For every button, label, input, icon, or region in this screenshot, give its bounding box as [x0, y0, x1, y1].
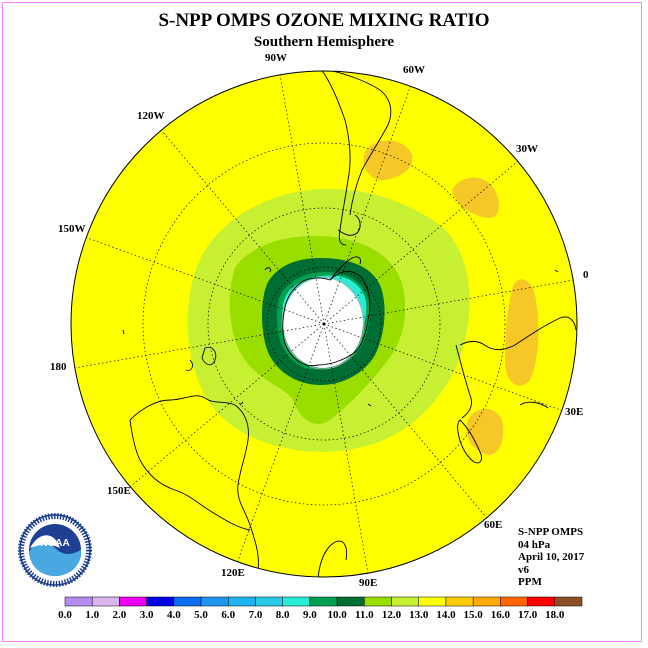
colorbar-label: 12.0	[382, 609, 402, 621]
lon-label-90w: 90W	[265, 52, 287, 64]
colorbar-swatch	[391, 596, 419, 607]
figure-frame	[2, 2, 642, 642]
colorbar-swatch	[445, 596, 474, 607]
noaa-logo-text: NOAA	[40, 538, 69, 549]
colorbar-label: 4.0	[167, 609, 181, 621]
colorbar-label: 10.0	[327, 609, 347, 621]
colorbar-label: 0.0	[58, 609, 72, 621]
lon-label-30e: 30E	[565, 406, 583, 418]
lon-label-150w: 150W	[58, 223, 86, 235]
noaa-logo: NOAA	[18, 513, 92, 587]
colorbar-swatch	[418, 596, 447, 607]
latitude-gridlines	[142, 142, 506, 506]
colorbar-label: 8.0	[276, 609, 290, 621]
coastlines	[122, 71, 577, 577]
ozone-region-orange	[505, 279, 539, 386]
colorbar-swatch	[500, 596, 528, 607]
colorbar-swatch	[309, 596, 338, 607]
map-title: S-NPP OMPS OZONE MIXING RATIO	[158, 10, 489, 31]
colorbar-swatch	[228, 596, 256, 607]
colorbar-label: 17.0	[518, 609, 538, 621]
colorbar-swatch	[173, 596, 202, 607]
colorbar-label: 2.0	[113, 609, 127, 621]
colorbar-label: 16.0	[491, 609, 511, 621]
lon-label-180: 180	[50, 361, 67, 373]
colorbar-label: 5.0	[194, 609, 208, 621]
colorbar-label: 6.0	[221, 609, 235, 621]
ozone-field	[71, 71, 577, 577]
colorbar-label: 7.0	[249, 609, 263, 621]
lon-label-60e: 60E	[484, 519, 502, 531]
lon-label-150e: 150E	[107, 485, 131, 497]
info-date: April 10, 2017	[518, 551, 585, 563]
lon-label-60w: 60W	[403, 64, 425, 76]
colorbar-label: 11.0	[355, 609, 374, 621]
colorbar-label: 18.0	[545, 609, 565, 621]
map-info-block: S-NPP OMPS 04 hPa April 10, 2017 v6 PPM	[518, 526, 584, 589]
colorbar-labels: 0.0 1.0 2.0 3.0 4.0 5.0 6.0 7.0 8.0 9.0 10.0 11.0 12…	[58, 609, 565, 621]
colorbar-label: 15.0	[464, 609, 484, 621]
colorbar-swatch	[336, 596, 365, 607]
colorbar-label: 13.0	[409, 609, 429, 621]
lon-label-30w: 30W	[516, 143, 538, 155]
lon-label-0: 0	[583, 269, 589, 281]
info-instrument: S-NPP OMPS	[518, 526, 584, 538]
colorbar-swatch	[364, 596, 392, 607]
colorbar-swatch	[527, 596, 556, 607]
lon-label-120e: 120E	[221, 567, 245, 579]
colorbar-swatch	[255, 596, 283, 607]
lon-label-120w: 120W	[137, 110, 165, 122]
colorbar-swatch	[64, 596, 93, 607]
colorbar-label: 9.0	[303, 609, 317, 621]
colorbar-swatch	[146, 596, 175, 607]
lon-label-90e: 90E	[359, 577, 377, 589]
map-boundary	[70, 70, 578, 578]
ozone-region-orange	[452, 177, 500, 218]
colorbar	[64, 596, 583, 607]
colorbar-swatch	[119, 596, 147, 607]
colorbar-swatch	[91, 596, 120, 607]
info-units: PPM	[518, 576, 542, 588]
colorbar-swatch	[200, 596, 229, 607]
colorbar-label: 3.0	[140, 609, 154, 621]
map-subtitle: Southern Hemisphere	[254, 34, 394, 50]
colorbar-swatch	[472, 596, 501, 607]
longitude-labels: 90W 60W 30W 0 30E 60E 90E 120E 150E 180 …	[50, 52, 589, 589]
info-level: 04 hPa	[518, 538, 551, 551]
info-version: v6	[518, 563, 529, 576]
colorbar-swatch	[554, 596, 583, 607]
colorbar-swatch	[282, 596, 311, 607]
colorbar-label: 14.0	[436, 609, 456, 621]
colorbar-label: 1.0	[85, 609, 99, 621]
